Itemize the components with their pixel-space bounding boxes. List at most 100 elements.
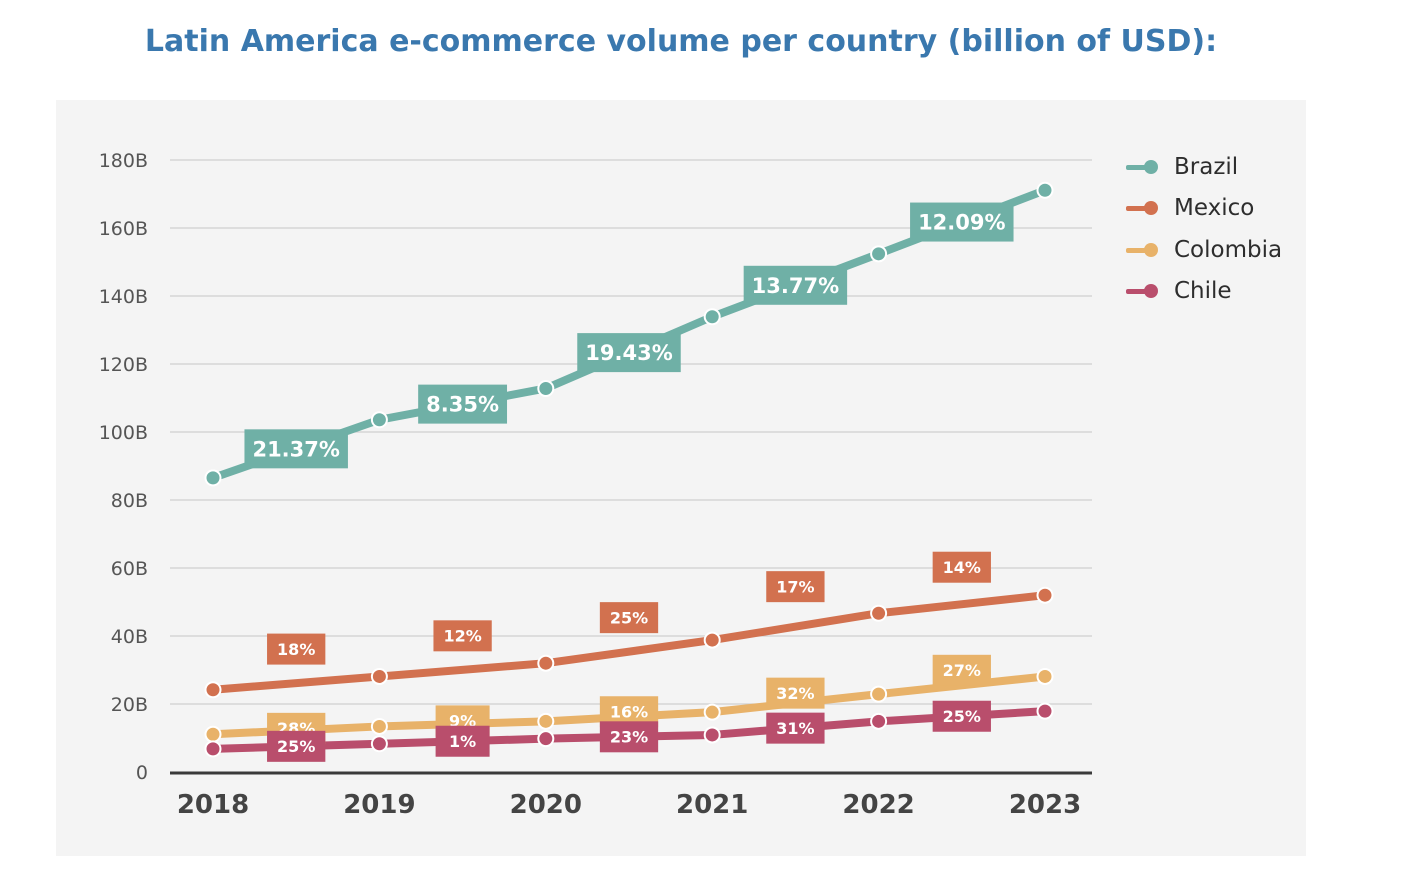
data-point-chile[interactable] (537, 730, 555, 748)
x-tick-label: 2021 (676, 790, 748, 820)
growth-label-brazil: 13.77% (743, 265, 848, 305)
growth-label-text: 12% (443, 627, 481, 646)
growth-label-box (766, 571, 825, 603)
growth-label-chile: 25% (267, 730, 326, 762)
growth-label-box (599, 721, 659, 753)
data-point-brazil[interactable] (703, 308, 721, 326)
data-point-chile[interactable] (204, 740, 222, 758)
y-axis-ticks: 0 20B 40B 60B 80B 100B 120B 140B 160B 180B (99, 150, 148, 784)
data-point-colombia[interactable] (370, 717, 388, 735)
data-point-mexico[interactable] (870, 604, 888, 622)
growth-labels: 21.37% 8.35% 19.43% 13.77% 12.09% 18% 12% 25% 17… (244, 202, 1014, 762)
chart-title: Latin America e-commerce volume per coun… (144, 24, 1218, 59)
data-point-brazil[interactable] (204, 469, 222, 487)
growth-label-box (932, 551, 991, 583)
growth-label-text: 25% (943, 707, 981, 726)
series-line-mexico (209, 591, 1049, 694)
growth-label-mexico: 25% (599, 602, 659, 634)
legend-marker-dot (1144, 201, 1158, 216)
growth-label-chile: 23% (599, 721, 659, 753)
y-tick-label: 20B (111, 694, 148, 716)
growth-label-mexico: 14% (932, 551, 991, 583)
data-point-colombia[interactable] (703, 703, 721, 721)
growth-label-text: 8.35% (426, 393, 499, 417)
x-axis-ticks: 2018 2019 2020 2021 2022 2023 (177, 790, 1081, 820)
growth-label-chile: 31% (766, 712, 825, 744)
data-point-chile[interactable] (870, 712, 888, 730)
legend-label: Chile (1174, 278, 1232, 305)
growth-label-text: 21.37% (252, 437, 339, 461)
data-point-brazil[interactable] (537, 379, 555, 397)
growth-label-text: 16% (610, 703, 648, 722)
growth-label-text: 14% (943, 558, 981, 577)
y-tick-label: 100B (99, 422, 148, 444)
growth-label-text: 17% (776, 577, 814, 596)
x-tick-label: 2023 (1009, 790, 1081, 820)
legend-marker-icon (1126, 159, 1158, 174)
growth-label-text: 1% (449, 732, 476, 751)
growth-label-brazil: 12.09% (910, 202, 1014, 242)
x-tick-label: 2018 (177, 790, 249, 820)
growth-label-box (766, 712, 825, 744)
legend-label: Brazil (1174, 153, 1239, 180)
y-tick-label: 180B (99, 150, 148, 172)
series-lines (204, 181, 1054, 758)
growth-label-mexico: 12% (433, 620, 492, 652)
growth-label-brazil: 8.35% (418, 384, 508, 424)
growth-label-box (267, 633, 326, 665)
legend-marker-icon (1126, 201, 1158, 216)
growth-label-box (910, 202, 1014, 242)
data-point-brazil[interactable] (1036, 181, 1054, 199)
growth-label-text: 32% (776, 684, 814, 703)
growth-label-box (267, 730, 326, 762)
data-point-colombia[interactable] (1036, 667, 1054, 685)
legend-item-chile[interactable]: Chile (1126, 271, 1346, 313)
growth-label-chile: 25% (932, 700, 991, 732)
growth-label-colombia: 27% (932, 654, 991, 686)
growth-label-text: 25% (277, 737, 315, 756)
legend-marker-line (1126, 164, 1148, 170)
x-tick-label: 2020 (510, 790, 582, 820)
data-point-brazil[interactable] (370, 411, 388, 429)
legend-marker-dot (1144, 159, 1158, 174)
data-point-mexico[interactable] (1036, 586, 1054, 604)
data-point-mexico[interactable] (204, 681, 222, 699)
data-point-colombia[interactable] (204, 725, 222, 743)
y-tick-label: 160B (99, 218, 148, 240)
growth-label-box (932, 700, 991, 732)
legend-label: Colombia (1174, 236, 1283, 263)
growth-label-box (244, 429, 348, 469)
growth-label-text: 27% (943, 661, 981, 680)
growth-label-text: 19.43% (585, 341, 672, 365)
y-tick-label: 0 (136, 762, 148, 784)
data-point-chile[interactable] (370, 735, 388, 753)
x-tick-label: 2019 (343, 790, 415, 820)
legend-marker-line (1126, 206, 1148, 212)
growth-label-text: 18% (277, 640, 315, 659)
growth-label-box (599, 602, 659, 634)
growth-label-chile: 1% (435, 725, 490, 757)
legend-label: Mexico (1174, 195, 1255, 222)
growth-label-text: 31% (776, 719, 814, 738)
data-point-mexico[interactable] (370, 667, 388, 685)
data-point-mexico[interactable] (703, 631, 721, 649)
growth-label-box (433, 620, 492, 652)
growth-label-brazil: 21.37% (244, 429, 348, 469)
data-point-chile[interactable] (703, 726, 721, 744)
y-tick-label: 140B (99, 286, 148, 308)
legend-item-mexico[interactable]: Mexico (1126, 188, 1346, 230)
growth-label-mexico: 17% (766, 571, 825, 603)
legend-marker-line (1126, 247, 1148, 253)
data-point-chile[interactable] (1036, 702, 1054, 720)
legend-item-colombia[interactable]: Colombia (1126, 229, 1346, 271)
growth-label-colombia: 32% (766, 677, 825, 709)
legend-marker-dot (1144, 284, 1158, 299)
data-point-colombia[interactable] (870, 685, 888, 703)
data-point-brazil[interactable] (870, 245, 888, 263)
growth-label-box (766, 677, 825, 709)
data-point-mexico[interactable] (537, 654, 555, 672)
y-tick-label: 80B (111, 490, 148, 512)
data-point-colombia[interactable] (537, 712, 555, 730)
legend-item-brazil[interactable]: Brazil (1126, 146, 1346, 188)
